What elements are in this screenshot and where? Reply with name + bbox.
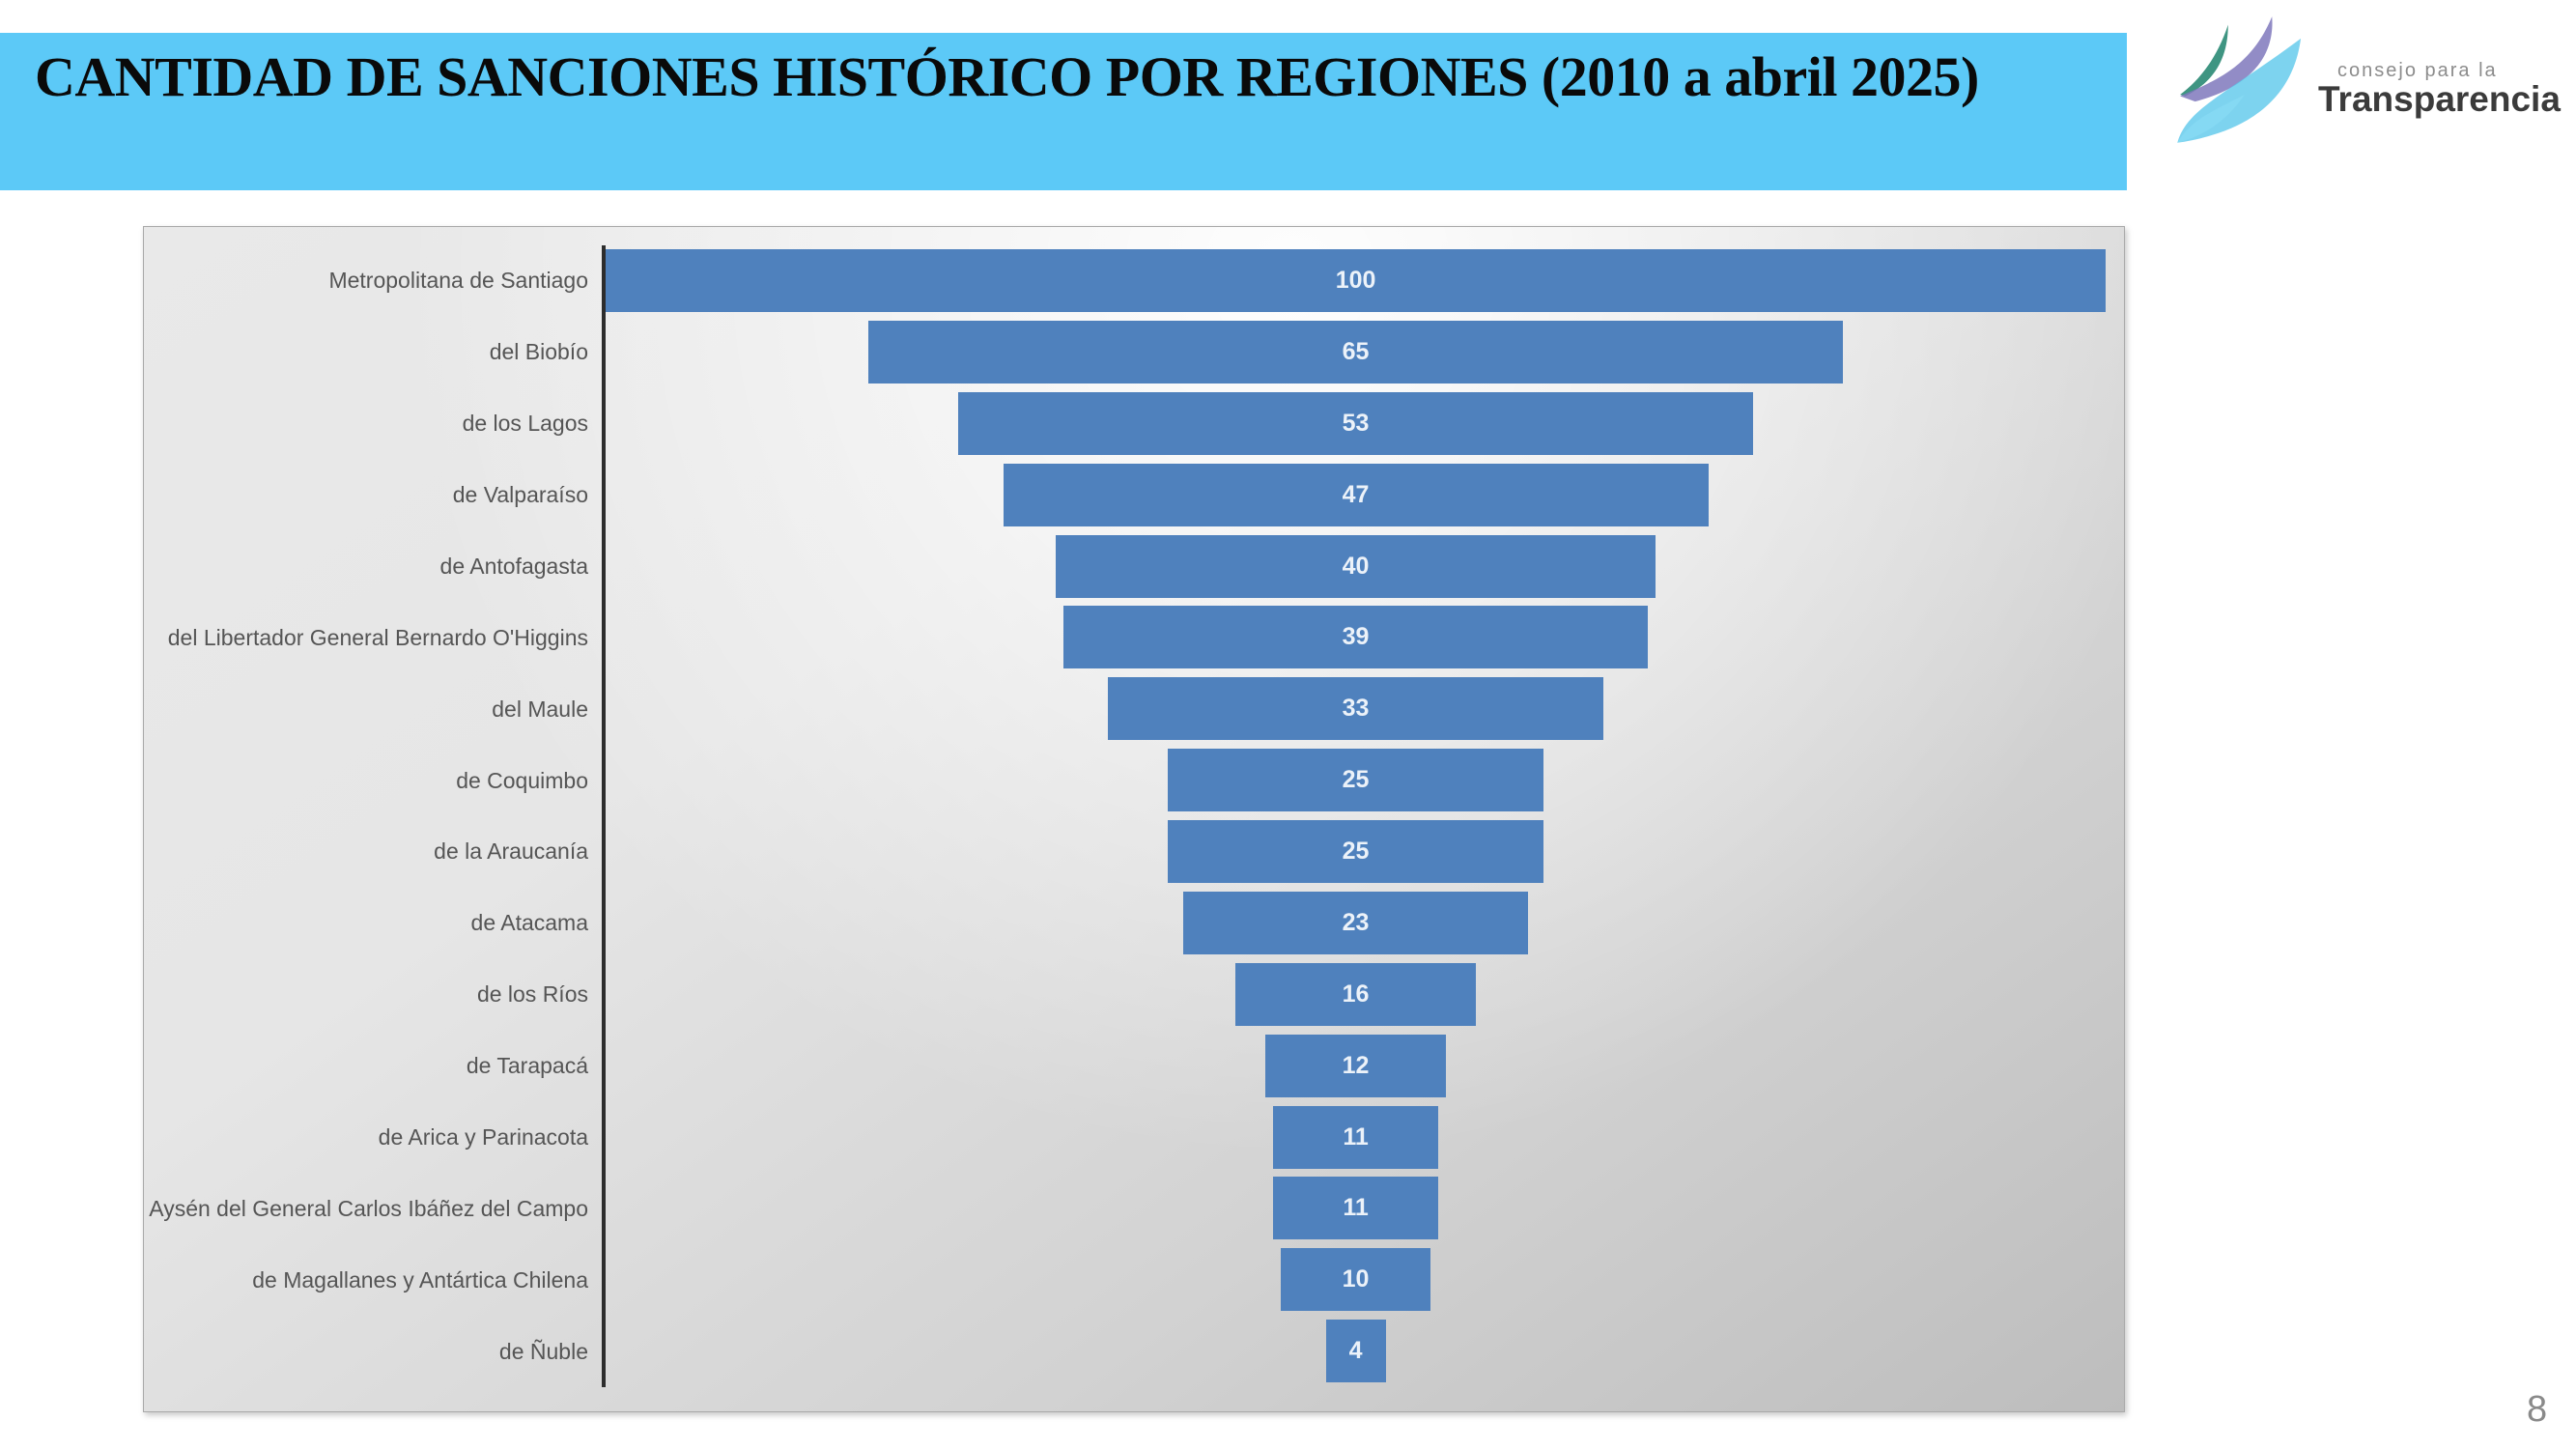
chart-row: de Arica y Parinacota 11 xyxy=(144,1101,2124,1174)
bar-value-label: 39 xyxy=(1342,623,1370,651)
plot-area: 33 xyxy=(602,673,2124,746)
funnel-bar: 25 xyxy=(1168,820,1543,883)
bar-value-label: 40 xyxy=(1342,552,1370,580)
chart-row: del Maule 33 xyxy=(144,673,2124,746)
bar-value-label: 11 xyxy=(1343,1122,1369,1151)
chart-row: de los Lagos 53 xyxy=(144,387,2124,460)
category-label: Metropolitana de Santiago xyxy=(328,268,588,294)
chart-row: del Libertador General Bernardo O'Higgin… xyxy=(144,602,2124,674)
bar-value-label: 12 xyxy=(1342,1051,1370,1079)
bar-value-label: 4 xyxy=(1348,1337,1363,1365)
funnel-bar: 40 xyxy=(1055,534,1656,598)
bar-value-label: 25 xyxy=(1342,838,1370,865)
category-label: de Arica y Parinacota xyxy=(378,1123,588,1150)
chart-row: de los Ríos 16 xyxy=(144,958,2124,1031)
category-label: de Valparaíso xyxy=(452,482,588,508)
chart-row: de Antofagasta 40 xyxy=(144,530,2124,603)
logo-text: consejo para la Transparencia xyxy=(2318,10,2561,119)
category-label: de Ñuble xyxy=(498,1338,588,1364)
bar-value-label: 47 xyxy=(1342,480,1370,508)
plot-area: 39 xyxy=(602,602,2124,674)
category-label: de los Lagos xyxy=(462,411,588,437)
bar-value-label: 10 xyxy=(1342,1265,1370,1293)
category-label: de Antofagasta xyxy=(439,553,588,579)
bar-value-label: 16 xyxy=(1342,980,1370,1008)
transparency-sails-icon xyxy=(2177,16,2302,143)
chart-row: de Coquimbo 25 xyxy=(144,745,2124,816)
plot-area: 11 xyxy=(602,1101,2124,1174)
funnel-bar: 23 xyxy=(1182,891,1529,954)
funnel-bar: 16 xyxy=(1235,962,1476,1026)
category-label: Aysén del General Carlos Ibáñez del Camp… xyxy=(149,1195,588,1221)
chart-row: Metropolitana de Santiago 100 xyxy=(144,245,2124,317)
bar-value-label: 23 xyxy=(1342,908,1370,936)
page-number: 8 xyxy=(2527,1389,2548,1430)
bar-value-label: 100 xyxy=(1335,267,1376,294)
bar-value-label: 53 xyxy=(1342,409,1370,437)
category-label: de la Araucanía xyxy=(434,838,588,865)
title-bar: CANTIDAD DE SANCIONES HISTÓRICO POR REGI… xyxy=(0,33,2127,190)
funnel-bar: 25 xyxy=(1168,749,1543,812)
logo-name: Transparencia xyxy=(2318,79,2561,119)
chart-row: de la Araucanía 25 xyxy=(144,816,2124,888)
chart-row: de Magallanes y Antártica Chilena 10 xyxy=(144,1244,2124,1317)
category-label: del Maule xyxy=(492,696,588,722)
category-label: del Libertador General Bernardo O'Higgin… xyxy=(167,624,588,650)
plot-area: 10 xyxy=(602,1244,2124,1317)
funnel-bar: 47 xyxy=(1003,463,1709,526)
funnel-bar: 11 xyxy=(1273,1105,1438,1169)
funnel-bar: 53 xyxy=(957,391,1754,455)
chart-row: de Tarapacá 12 xyxy=(144,1030,2124,1102)
category-label: de Tarapacá xyxy=(466,1053,588,1079)
plot-area: 4 xyxy=(602,1316,2124,1387)
plot-area: 11 xyxy=(602,1173,2124,1245)
plot-area: 100 xyxy=(602,245,2124,317)
plot-area: 25 xyxy=(602,816,2124,888)
plot-area: 40 xyxy=(602,530,2124,603)
funnel-bar: 65 xyxy=(867,320,1844,384)
funnel-bar: 12 xyxy=(1265,1034,1446,1097)
logo-tagline: consejo para la xyxy=(2337,60,2498,81)
category-label: de Coquimbo xyxy=(456,767,588,793)
funnel-bar: 39 xyxy=(1062,606,1649,669)
plot-area: 16 xyxy=(602,958,2124,1031)
plot-area: 65 xyxy=(602,316,2124,388)
chart-row: de Ñuble 4 xyxy=(144,1316,2124,1387)
category-label: del Biobío xyxy=(489,339,588,365)
funnel-bar: 100 xyxy=(606,249,2107,312)
plot-area: 53 xyxy=(602,387,2124,460)
category-label: de Magallanes y Antártica Chilena xyxy=(252,1266,588,1293)
plot-area: 23 xyxy=(602,887,2124,959)
funnel-bar: 10 xyxy=(1280,1248,1431,1312)
category-label: de los Ríos xyxy=(476,981,588,1008)
plot-area: 12 xyxy=(602,1030,2124,1102)
page-title: CANTIDAD DE SANCIONES HISTÓRICO POR REGI… xyxy=(35,45,1979,108)
chart-row: del Biobío 65 xyxy=(144,316,2124,388)
bar-value-label: 65 xyxy=(1342,337,1370,365)
chart-row: Aysén del General Carlos Ibáñez del Camp… xyxy=(144,1173,2124,1245)
plot-area: 25 xyxy=(602,745,2124,816)
funnel-chart: Metropolitana de Santiago 100 del Biobío 65… xyxy=(143,226,2125,1412)
funnel-bar: 11 xyxy=(1273,1177,1438,1240)
chart-row: de Atacama 23 xyxy=(144,887,2124,959)
chart-row: de Valparaíso 47 xyxy=(144,459,2124,531)
bar-value-label: 33 xyxy=(1342,695,1370,723)
category-label: de Atacama xyxy=(470,910,588,936)
plot-area: 47 xyxy=(602,459,2124,531)
bar-value-label: 11 xyxy=(1343,1194,1369,1222)
funnel-bar: 4 xyxy=(1325,1320,1386,1383)
funnel-bar: 33 xyxy=(1108,677,1603,741)
logo: consejo para la Transparencia xyxy=(2173,10,2574,156)
bar-value-label: 25 xyxy=(1342,766,1370,794)
